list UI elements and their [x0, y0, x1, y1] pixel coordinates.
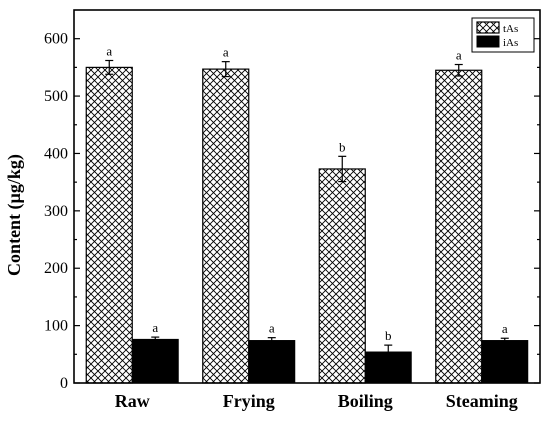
significance-label-iAs-steaming: a: [502, 321, 508, 336]
bar-iAs-raw: [131, 338, 179, 384]
plot-frame: [73, 9, 541, 384]
x-tick-label-raw: Raw: [115, 391, 150, 411]
x-tick-label-boiling: Boiling: [338, 391, 393, 411]
bar-iAs-frying: [248, 340, 296, 384]
y-tick-label: 500: [44, 88, 68, 105]
bar-tAs-boiling: [318, 168, 366, 384]
significance-label-tAs-steaming: a: [456, 48, 462, 63]
significance-label-iAs-frying: a: [269, 321, 275, 336]
legend-label-tAs: tAs: [503, 23, 518, 35]
y-tick-label: 200: [44, 260, 68, 277]
legend-swatch-iAs: [476, 35, 500, 48]
bar-tAs-steaming: [435, 69, 483, 384]
bar-tAs-raw: [85, 66, 133, 384]
y-tick-label: 0: [60, 375, 68, 392]
significance-label-iAs-raw: a: [152, 320, 158, 335]
y-tick-label: 400: [44, 145, 68, 162]
bar-iAs-steaming: [481, 340, 529, 384]
y-tick-label: 300: [44, 203, 68, 220]
axes-layer: 0 100 200 300 400 500 600 Raw Frying Boiling Steam…: [44, 9, 541, 411]
legend-swatch-tAs: [476, 21, 500, 34]
y-axis-label: Content (µg/kg): [4, 154, 25, 276]
bar-tAs-frying: [202, 68, 250, 384]
significance-label-iAs-boiling: b: [385, 328, 392, 343]
legend-label-iAs: iAs: [503, 37, 518, 49]
y-tick-label: 100: [44, 318, 68, 335]
significance-label-tAs-frying: a: [223, 45, 229, 60]
x-tick-label-steaming: Steaming: [446, 391, 518, 411]
significance-label-tAs-raw: a: [106, 43, 112, 58]
y-tick-label: 600: [44, 31, 68, 48]
legend: tAs iAs: [471, 17, 535, 53]
significance-label-tAs-boiling: b: [339, 139, 346, 154]
bars-layer: a a a a b b a a: [85, 43, 529, 384]
x-tick-label-frying: Frying: [223, 391, 275, 411]
